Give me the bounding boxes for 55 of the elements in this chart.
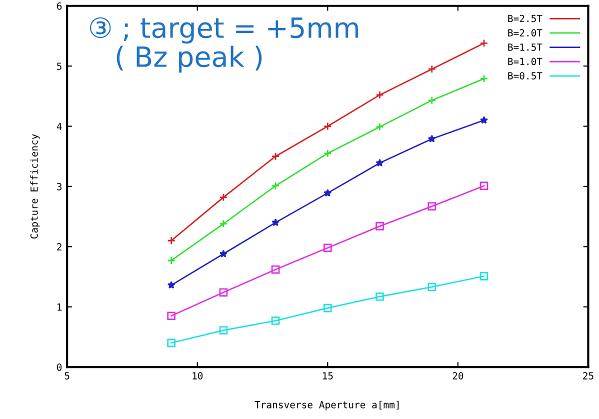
y-tick-label: 3 — [57, 182, 62, 190]
x-axis-title: Transverse Aperture a[mm] — [254, 400, 399, 410]
point — [324, 188, 332, 197]
y-tick-label: 2 — [57, 243, 62, 250]
point — [167, 281, 176, 289]
point — [323, 244, 332, 252]
point — [271, 316, 280, 325]
legend-label: B=1.5T — [508, 44, 542, 51]
point — [219, 193, 228, 202]
x-tick-label: 10 — [192, 372, 203, 380]
point — [167, 256, 176, 265]
legend-label: B=1.0T — [508, 58, 542, 66]
point — [480, 39, 488, 48]
point — [428, 202, 436, 210]
point — [271, 182, 280, 190]
point — [428, 282, 436, 292]
point — [428, 64, 436, 74]
y-tick-label: 6 — [57, 2, 62, 10]
y-tick-label: 4 — [56, 122, 62, 130]
legend-label: B=2.0T — [508, 29, 542, 37]
point — [480, 74, 488, 83]
point — [376, 222, 384, 230]
point — [167, 312, 176, 320]
legend-label: B=0.5T — [508, 72, 542, 80]
point — [323, 304, 332, 312]
y-tick-label: 5 — [57, 62, 62, 70]
x-tick-label: 15 — [322, 372, 333, 380]
y-axis-title: Capture Efficiency — [30, 134, 40, 238]
point — [219, 288, 228, 297]
point — [323, 149, 332, 158]
point — [376, 122, 384, 132]
point — [167, 236, 176, 245]
point — [272, 218, 280, 226]
point — [167, 338, 176, 348]
point — [376, 90, 384, 100]
point — [219, 250, 228, 258]
point — [323, 122, 332, 130]
point — [376, 292, 384, 301]
point — [428, 96, 436, 105]
point — [480, 182, 488, 190]
y-tick-label: 1 — [58, 303, 62, 311]
legend-label: B=2.5T — [508, 14, 542, 22]
x-tick-label: 5 — [64, 372, 70, 380]
point — [480, 116, 488, 124]
point — [271, 265, 280, 274]
point — [480, 272, 488, 280]
x-tick-label: 25 — [583, 372, 594, 380]
point — [219, 220, 228, 228]
point — [428, 134, 436, 142]
point — [219, 326, 228, 334]
annotation: ③ ; target = +5mm ( Bz peak ) — [90, 17, 358, 73]
y-tick-label: 0 — [57, 364, 62, 371]
point — [376, 158, 384, 166]
point — [271, 152, 280, 161]
x-tick-label: 20 — [452, 372, 464, 380]
